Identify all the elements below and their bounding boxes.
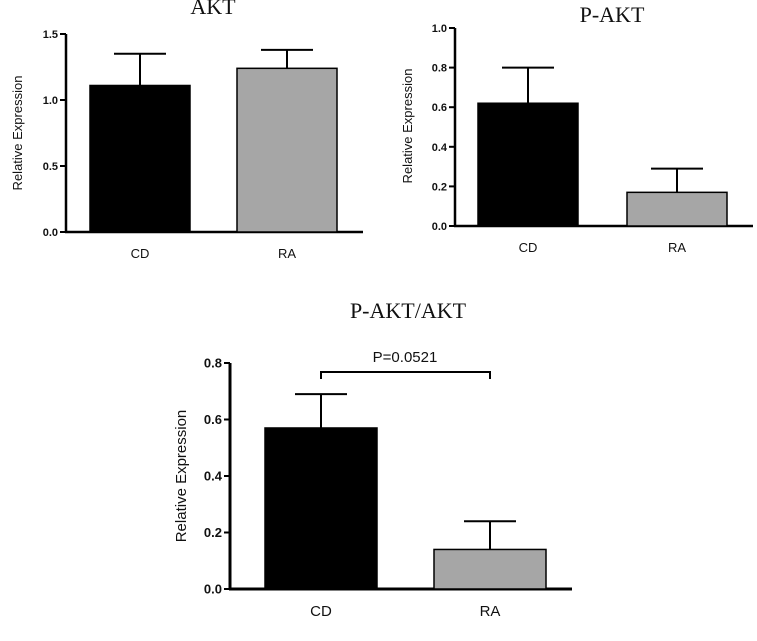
y-axis-label: Relative Expression [400, 69, 415, 184]
bar-ra [236, 67, 338, 233]
chart-p-akt-akt-ratio: P-AKT/AKT Relative Expression P=0.0521 0… [173, 298, 572, 620]
x-category-label: RA [480, 603, 501, 620]
chart-akt: AKT Relative Expression 0.0 0.5 1.0 1.5 CD RA [10, 0, 363, 261]
bar-cd [264, 427, 378, 590]
y-tick-label: 0.2 [204, 525, 222, 540]
x-category-label: CD [310, 603, 332, 620]
x-category-label: CD [131, 246, 150, 261]
y-tick-label: 0.0 [432, 221, 447, 233]
significance-bracket [320, 371, 491, 379]
significance-label: P=0.0521 [373, 349, 438, 366]
y-tick-label: 1.5 [43, 29, 58, 41]
y-tick-label: 1.0 [432, 23, 447, 35]
y-tick-label: 0.5 [43, 161, 58, 173]
bar-ra [626, 191, 728, 227]
chart-p-akt: P-AKT Relative Expression 0.0 0.2 0.4 0.6 0.… [400, 2, 753, 255]
y-tick-label: 0.4 [204, 469, 223, 484]
x-category-label: CD [519, 240, 538, 255]
chart-title: P-AKT [580, 2, 645, 27]
y-tick-label: 0.8 [204, 356, 222, 371]
chart-title: P-AKT/AKT [350, 298, 467, 323]
bar-cd [89, 84, 191, 233]
y-tick-label: 0.2 [432, 181, 447, 193]
y-tick-label: 0.8 [432, 63, 447, 75]
y-tick-label: 0.6 [204, 412, 222, 427]
y-tick-label: 0.0 [204, 582, 222, 597]
y-axis-label: Relative Expression [10, 76, 25, 191]
bar-cd [477, 102, 579, 227]
x-category-label: RA [668, 240, 686, 255]
y-tick-label: 0.4 [432, 142, 448, 154]
y-tick-label: 0.6 [432, 102, 447, 114]
x-category-label: RA [278, 246, 296, 261]
y-axis-label: Relative Expression [173, 410, 190, 543]
chart-title: AKT [190, 0, 236, 19]
y-tick-label: 0.0 [43, 227, 58, 239]
bar-ra [433, 548, 547, 590]
y-tick-label: 1.0 [43, 95, 58, 107]
